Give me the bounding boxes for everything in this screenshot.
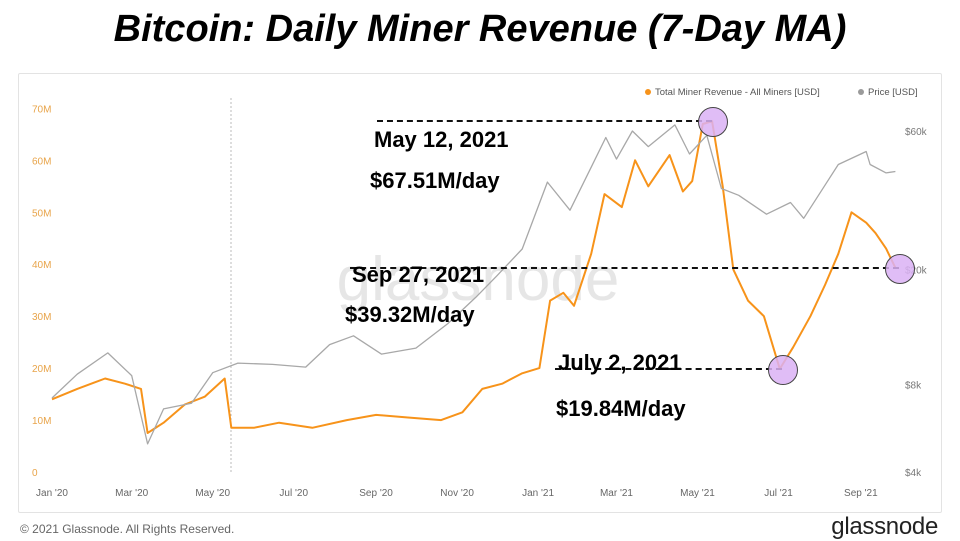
legend-marker [858, 89, 864, 95]
annotation-date-label: May 12, 2021 [374, 127, 509, 152]
x-tick-label: Jan '20 [36, 488, 68, 499]
y-right-tick-label: $8k [905, 381, 922, 392]
y-left-tick-label: 0 [32, 468, 38, 479]
x-tick-label: Jul '21 [764, 488, 793, 499]
series-layer [51, 120, 897, 445]
annotation-value-label: $19.84M/day [556, 396, 686, 421]
y-right-tick-label: $4k [905, 468, 922, 479]
price-series-line [51, 124, 896, 445]
y-left-tick-label: 30M [32, 312, 51, 323]
legend-marker [645, 89, 651, 95]
x-tick-label: Sep '20 [359, 488, 393, 499]
chart-legend: Total Miner Revenue - All Miners [USD] Pr… [645, 87, 918, 98]
y-right-tick-label: $60k [905, 127, 928, 138]
legend-label: Price [USD] [868, 87, 918, 98]
annotation-dashed-line [377, 120, 712, 122]
annotation-value-label: $67.51M/day [370, 168, 500, 193]
annotation-highlight-circle [768, 355, 798, 385]
page-title: Bitcoin: Daily Miner Revenue (7-Day MA) [113, 8, 847, 50]
annotation-value-label: $39.32M/day [345, 302, 475, 327]
x-tick-label: Sep '21 [844, 488, 878, 499]
x-tick-label: May '20 [195, 488, 230, 499]
annotation-dashed-line [555, 368, 782, 370]
glassnode-logo: glassnode [831, 513, 938, 540]
y-right-tick-label: $20k [905, 265, 928, 276]
x-tick-label: Mar '20 [115, 488, 148, 499]
legend-label: Total Miner Revenue - All Miners [USD] [655, 87, 820, 98]
y-left-tick-label: 20M [32, 364, 51, 375]
annotation-highlight-circle [885, 254, 915, 284]
y-left-tick-label: 50M [32, 208, 51, 219]
y-left-tick-label: 60M [32, 156, 51, 167]
annotation-date-label: Sep 27, 2021 [352, 262, 485, 287]
y-left-tick-label: 70M [32, 104, 51, 115]
copyright-notice: © 2021 Glassnode. All Rights Reserved. [20, 522, 235, 536]
y-left-tick-label: 40M [32, 260, 51, 271]
annotation-highlight-circle [698, 107, 728, 137]
x-tick-label: Jul '20 [279, 488, 308, 499]
annotation-dashed-line [350, 267, 899, 269]
x-tick-label: Jan '21 [522, 488, 554, 499]
x-tick-label: May '21 [680, 488, 715, 499]
y-left-tick-label: 10M [32, 416, 51, 427]
x-tick-label: Mar '21 [600, 488, 633, 499]
axes-layer: 0 10M 20M 30M 40M 50M 60M 70M $4k $8k $20k $60k Jan … [32, 104, 928, 499]
revenue-series-line [51, 120, 897, 434]
annotation-date-label: July 2, 2021 [558, 350, 682, 375]
x-tick-label: Nov '20 [440, 488, 474, 499]
